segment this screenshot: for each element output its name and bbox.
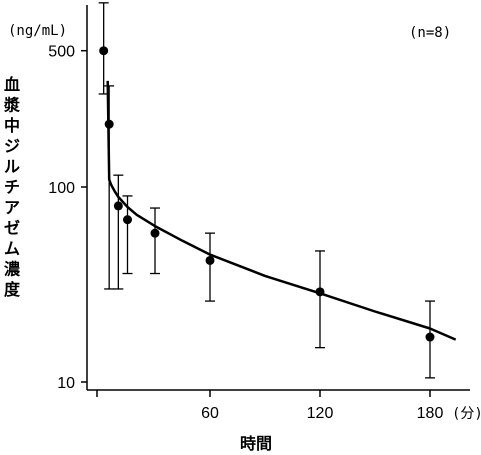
data-point <box>315 287 325 297</box>
y-axis-title-char: 中 <box>4 116 20 135</box>
y-tick-label: 100 <box>48 180 75 197</box>
y-axis-title-char: ア <box>4 198 20 217</box>
x-tick-label: 60 <box>201 405 219 422</box>
x-tick-label: 180 <box>417 405 444 422</box>
error-bars <box>98 2 435 379</box>
y-tick-label: 500 <box>48 44 75 61</box>
data-point <box>99 46 109 56</box>
data-point <box>425 332 435 342</box>
data-point <box>104 119 114 129</box>
x-unit-label: (分) <box>452 406 481 422</box>
y-tick-label: 10 <box>57 375 75 392</box>
y-axis-title-char: ム <box>4 239 20 258</box>
axes: 10 100 500 60 120 180 <box>48 5 470 422</box>
y-unit-label: (ng/mL) <box>8 23 67 39</box>
data-point <box>113 201 123 211</box>
y-axis-title-char: チ <box>4 178 20 197</box>
y-axis-title-char: ル <box>4 157 20 176</box>
n-annotation: (n=8) <box>409 25 451 41</box>
y-axis-title-char: 度 <box>4 280 21 299</box>
y-axis-title-char: 漿 <box>3 96 21 115</box>
fit-line <box>106 80 457 341</box>
x-axis-title: 時間 <box>240 434 272 453</box>
y-axis-title-char: ジ <box>4 137 20 156</box>
fit-curve <box>106 80 457 341</box>
data-point <box>205 255 215 265</box>
y-axis-title-char: 血 <box>4 75 20 94</box>
data-point <box>123 215 132 225</box>
y-axis-title-char: ゼ <box>4 219 20 238</box>
x-tick-label: 120 <box>307 405 334 422</box>
data-points <box>99 46 435 342</box>
data-point <box>150 228 160 238</box>
y-axis-title-char: 濃 <box>4 260 21 279</box>
